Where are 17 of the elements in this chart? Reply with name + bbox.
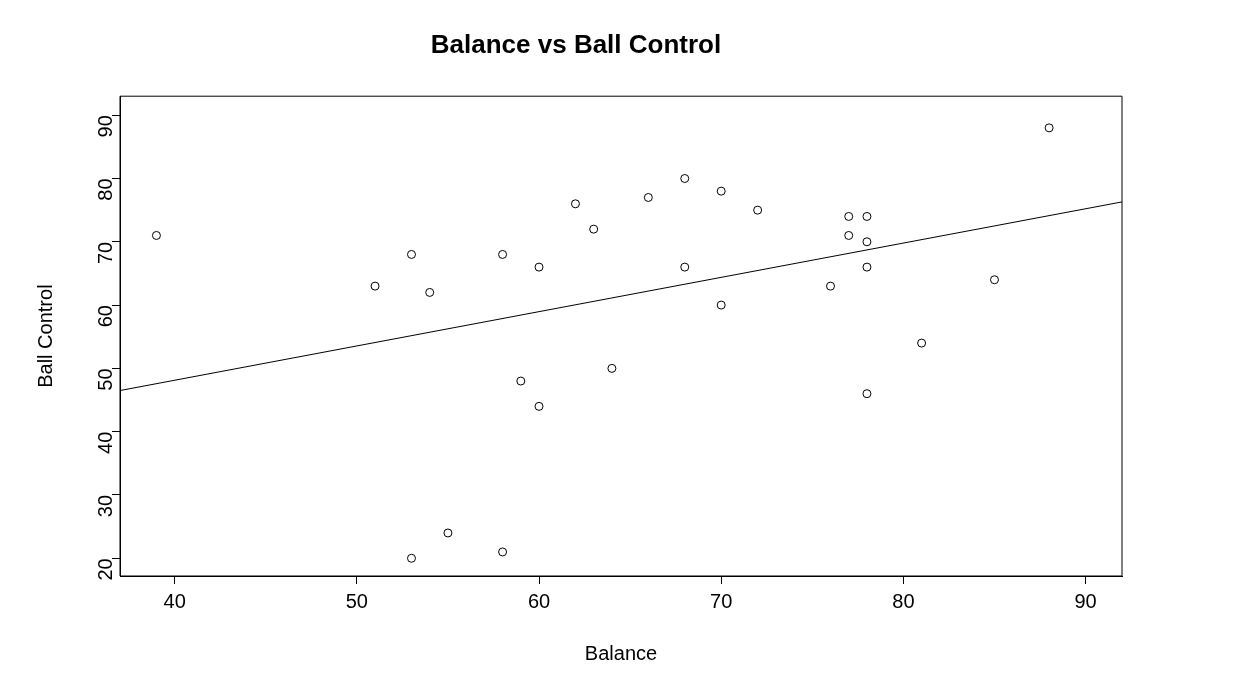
y-tick-label: 80: [93, 178, 116, 201]
x-tick-label: 50: [345, 589, 368, 612]
y-tick-label: 20: [93, 558, 116, 581]
y-tick-label: 60: [93, 305, 116, 328]
x-tick-label: 40: [163, 589, 186, 612]
y-tick-label: 40: [93, 431, 116, 454]
y-tick-label: 90: [93, 115, 116, 138]
y-axis-title: Ball Control: [33, 284, 56, 388]
x-tick-label: 60: [527, 589, 551, 612]
chart-title: Balance vs Ball Control: [430, 28, 722, 59]
y-tick-label: 50: [93, 368, 116, 391]
y-tick-label: 30: [93, 494, 116, 518]
x-tick-label: 90: [1074, 589, 1097, 612]
y-tick-label: 70: [93, 241, 116, 265]
x-axis-title: Balance: [584, 641, 658, 664]
x-tick-label: 80: [892, 589, 915, 612]
x-tick-label: 70: [710, 589, 733, 612]
